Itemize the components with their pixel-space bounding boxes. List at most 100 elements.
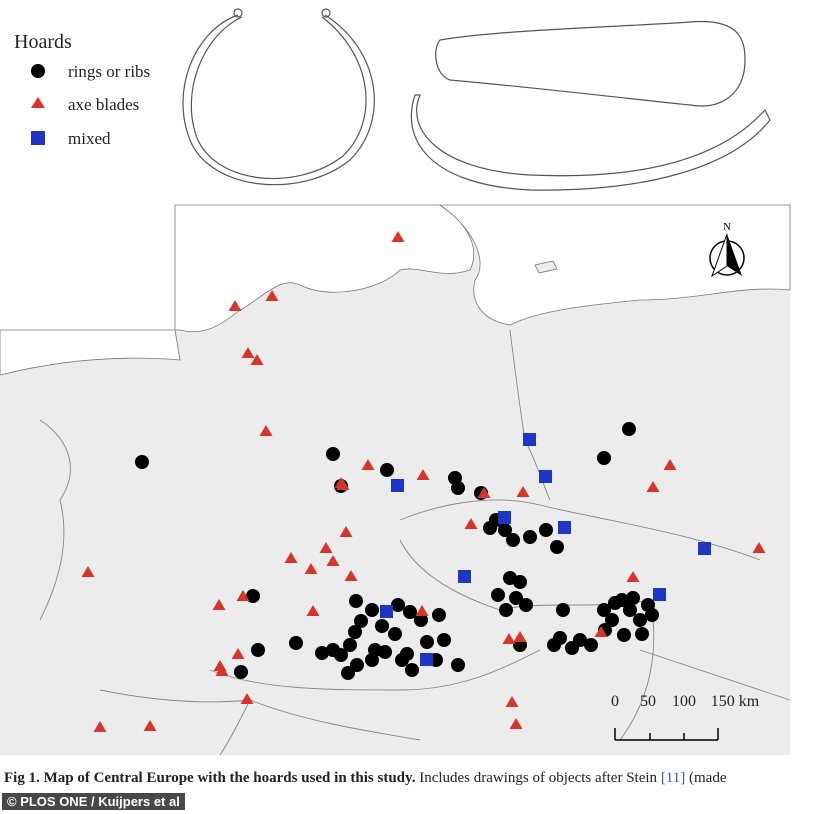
ring-hoard: [608, 596, 622, 610]
axe-hoard: [336, 479, 350, 490]
axe-hoard: [231, 648, 245, 659]
ring-hoard: [622, 422, 636, 436]
legend-symbol: [31, 97, 45, 108]
ring-hoard: [432, 608, 446, 622]
basemap: [0, 204, 791, 756]
ring-hoard: [354, 614, 368, 628]
caption-ref[interactable]: [11]: [660, 770, 686, 786]
axe-hoard: [265, 290, 279, 301]
ring-hoard: [365, 603, 379, 617]
ring-hoard: [388, 627, 402, 641]
mixed-hoard: [523, 433, 536, 446]
axe-hoard: [339, 526, 353, 537]
axe-hoard: [304, 563, 318, 574]
axe-hoard: [646, 481, 660, 492]
ring-hoard: [633, 613, 647, 627]
ring-hoard: [246, 589, 260, 603]
ring-hoard: [368, 643, 382, 657]
axe-hoard: [594, 626, 608, 637]
axe-hoard: [212, 599, 226, 610]
axe-hoard: [215, 665, 229, 676]
mixed-hoard: [653, 588, 666, 601]
ring-hoard: [626, 591, 640, 605]
caption: Fig 1. Map of Central Europe with the ho…: [4, 768, 819, 788]
mixed-hoard: [420, 653, 433, 666]
ring-hoard: [519, 598, 533, 612]
legend-label: mixed: [68, 129, 111, 148]
axe-hoard: [319, 542, 333, 553]
axe-hoard: [505, 696, 519, 707]
axe-hoard: [663, 459, 677, 470]
legend-symbol: [31, 131, 45, 145]
axe-hoard: [81, 566, 95, 577]
ring-hoard: [403, 605, 417, 619]
mixed-hoard: [498, 511, 511, 524]
axe-hoard: [326, 555, 340, 566]
axe-hoard: [306, 605, 320, 616]
ring-hoard: [451, 481, 465, 495]
axe-hoard: [361, 459, 375, 470]
axe-hoard: [241, 347, 255, 358]
ring-hoard: [400, 647, 414, 661]
mixed-hoard: [539, 470, 552, 483]
axe-hoard: [284, 552, 298, 563]
axe-hoard: [513, 631, 527, 642]
ring-hoard: [451, 658, 465, 672]
axe-hoard: [626, 571, 640, 582]
ring-hoard: [499, 603, 513, 617]
scale-label: 0: [611, 693, 619, 710]
scale-label: 100: [672, 693, 696, 710]
ring-hoard: [234, 665, 248, 679]
axe-hoard: [477, 487, 491, 498]
axe-hoard: [391, 231, 405, 242]
scale-label: 150 km: [711, 693, 760, 710]
caption-text: Includes drawings of objects after Stein: [419, 770, 658, 786]
ring-hoard: [437, 633, 451, 647]
ring-hoard: [509, 591, 523, 605]
ring-hoard: [343, 638, 357, 652]
legend-label: rings or ribs: [68, 62, 150, 81]
ring-hoard: [135, 455, 149, 469]
ring-hoard: [326, 447, 340, 461]
ring-hoard: [350, 658, 364, 672]
axe-hoard: [228, 300, 242, 311]
legend-symbol: [31, 64, 45, 78]
axe-hoard: [250, 354, 264, 365]
ring-hoard: [539, 523, 553, 537]
ring-hoard: [315, 646, 329, 660]
scale-label: 50: [640, 693, 656, 710]
axe-hoard: [416, 469, 430, 480]
axe-hoard: [240, 693, 254, 704]
mixed-hoard: [380, 605, 393, 618]
ring-hoard: [523, 530, 537, 544]
ring-hoard: [605, 613, 619, 627]
ring-hoard: [380, 463, 394, 477]
caption-bold: Fig 1. Map of Central Europe with the ho…: [4, 770, 416, 786]
axe-hoard: [259, 425, 273, 436]
axe-hoard: [509, 718, 523, 729]
ring-hoard: [498, 523, 512, 537]
ring-hoard: [584, 638, 598, 652]
mixed-hoard: [458, 570, 471, 583]
ring-hoard: [553, 631, 567, 645]
axe-hoard: [415, 605, 429, 616]
scale-bar: 0 50 100 150 km: [611, 693, 760, 741]
legend: Hoards rings or ribs axe blades mixed: [14, 31, 150, 148]
ring-hoard: [349, 594, 363, 608]
ring-hoard: [414, 613, 428, 627]
north-label: N: [723, 221, 731, 233]
ring-hoard: [289, 636, 303, 650]
ring-hoard: [326, 643, 340, 657]
axe-hoard: [344, 570, 358, 581]
mixed-hoard: [698, 542, 711, 555]
axe-hoard: [502, 633, 516, 644]
ring-hoard: [573, 633, 587, 647]
ring-hoard: [645, 608, 659, 622]
ring-hoard: [556, 603, 570, 617]
ring-hoard: [597, 603, 611, 617]
ring-hoard: [251, 643, 265, 657]
ring-hoard: [513, 575, 527, 589]
axe-hoard: [93, 721, 107, 732]
axe-hoard: [516, 486, 530, 497]
